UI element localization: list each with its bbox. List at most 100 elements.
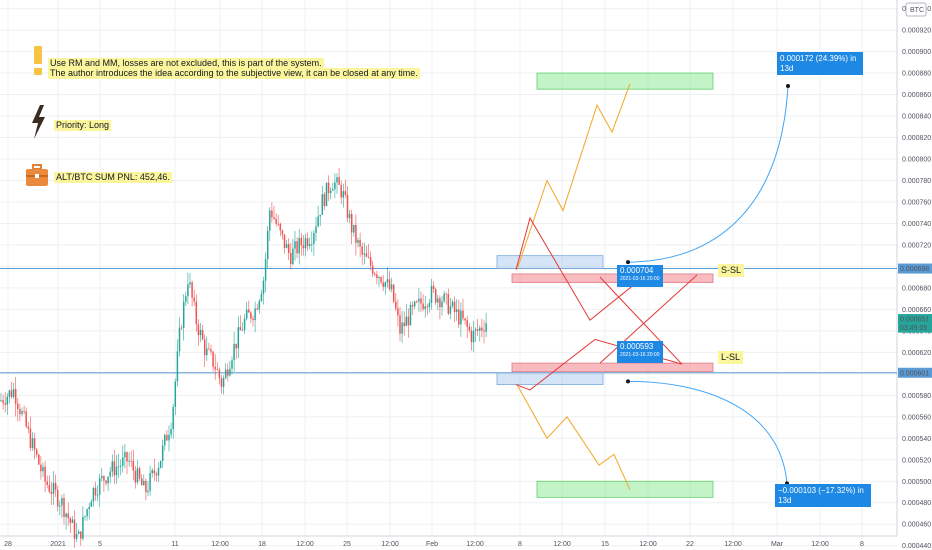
zone-l-sl[interactable] (511, 362, 714, 373)
price-tick-label: 0.000800 (902, 156, 931, 163)
candle-body (294, 241, 296, 249)
candle-body (468, 326, 471, 331)
anchor-point[interactable] (626, 379, 630, 384)
candle-body (338, 177, 340, 185)
currency-badge (905, 2, 927, 17)
candle-body (109, 471, 111, 477)
time-tick-label: Mar (771, 541, 784, 548)
price-tick-label: 0.000860 (902, 92, 931, 99)
candle-body (359, 239, 361, 247)
candle-body (329, 190, 332, 194)
anchor-point[interactable] (786, 83, 790, 88)
candle-body (98, 478, 101, 495)
candle-body (353, 224, 355, 233)
candle-body (38, 454, 40, 465)
zone-upper-entry[interactable] (496, 255, 604, 269)
candle-body (413, 301, 416, 307)
candle-body (395, 301, 397, 309)
price-tick-label: 0.000900 (902, 49, 931, 56)
candle-body (222, 378, 225, 387)
forecast-up-date: 0.000875 @ 2021-05-01 20:00 (780, 75, 856, 81)
price-tick-label: 0.000520 (902, 457, 931, 464)
candle-body (189, 282, 191, 285)
candle-body (269, 210, 271, 231)
price-tick-label: 0.000480 (902, 500, 931, 507)
candle-body (325, 182, 328, 207)
time-tick-label: 18 (258, 541, 266, 548)
candle-body (21, 411, 23, 415)
price-tick-label: 0.000920 (902, 28, 931, 35)
candle-body (346, 194, 349, 219)
candle-body (319, 214, 321, 217)
price-axis (897, 0, 932, 550)
price-tick-label: 0.000740 (902, 221, 931, 228)
candle-body (311, 243, 313, 245)
zone-short-target[interactable] (536, 480, 714, 498)
red-path-upper[interactable] (515, 216, 651, 321)
warning-icon (34, 46, 42, 64)
candle-body (73, 519, 76, 539)
candle-body (8, 390, 11, 397)
candle-body (185, 296, 187, 302)
candle-body (84, 516, 86, 518)
forecast-curve-down[interactable] (627, 380, 788, 484)
candle-body (101, 476, 103, 479)
orange-path-up[interactable] (516, 83, 631, 270)
time-tick-label: Feb (426, 541, 438, 548)
price-tick-label: 0.000820 (902, 135, 931, 142)
projection-box-upper[interactable]: 0.000704 2021-03-16 20:00 (617, 265, 663, 287)
candle-body (273, 217, 275, 219)
candle-body (403, 322, 405, 327)
zone-long-target[interactable] (536, 72, 714, 90)
candle-body (243, 318, 246, 330)
time-tick-label: 12:00 (211, 541, 229, 548)
candle-body (378, 277, 380, 279)
candle-body (470, 330, 473, 343)
projection-upper-value: 0.000704 (620, 266, 654, 275)
price-tick-label: 0.000620 (902, 350, 931, 357)
price-tick-label: 0.000500 (902, 479, 931, 486)
candle-body (361, 246, 363, 255)
candle-body (149, 473, 151, 491)
candle-body (119, 465, 122, 467)
priority-label: Priority: Long (54, 120, 112, 131)
candle-body (35, 449, 38, 455)
zone-s-sl[interactable] (511, 273, 714, 283)
candle-body (80, 531, 82, 539)
zone-lower-entry[interactable] (496, 372, 604, 385)
candle-body (178, 327, 181, 352)
candle-body (96, 494, 99, 496)
time-tick-label: 12:00 (381, 541, 399, 548)
candle-body (264, 259, 267, 281)
candle-body (460, 310, 462, 325)
time-tick-label: 22 (686, 541, 694, 548)
price-tick-label: 0.000780 (902, 178, 931, 185)
candle-body (147, 490, 149, 493)
candle-body (382, 282, 384, 287)
candle-body (23, 411, 25, 412)
price-tag-last (898, 314, 932, 325)
forecast-down-box[interactable]: −0.000103 (−17.32%) in 13d 0.000491 @ 20… (775, 484, 871, 513)
candle-body (164, 434, 166, 446)
time-tick-label: 28 (4, 541, 12, 548)
candle-body (124, 452, 126, 458)
candle-body (416, 301, 418, 303)
lightning-icon (32, 105, 45, 139)
candle-body (69, 518, 72, 523)
anchor-point[interactable] (626, 260, 630, 265)
candle-body (355, 224, 357, 243)
candle-body (466, 320, 468, 327)
projection-box-lower[interactable]: 0.000593 2021-03-16 20:00 (617, 341, 663, 363)
pnl-label: ALT/BTC SUM PNL: 452,46. (54, 172, 172, 183)
red-cross-a[interactable] (599, 276, 683, 365)
orange-path-down[interactable] (516, 384, 631, 491)
forecast-up-box[interactable]: 0.000172 (24.39%) in 13d 0.000875 @ 2021… (777, 52, 863, 81)
candle-body (107, 476, 109, 484)
forecast-curve-up[interactable] (627, 85, 789, 263)
candle-body (418, 298, 420, 302)
candle-body (67, 513, 69, 519)
time-tick-label: 25 (343, 541, 351, 548)
candle-body (422, 303, 424, 310)
red-cross-b[interactable] (599, 274, 698, 364)
